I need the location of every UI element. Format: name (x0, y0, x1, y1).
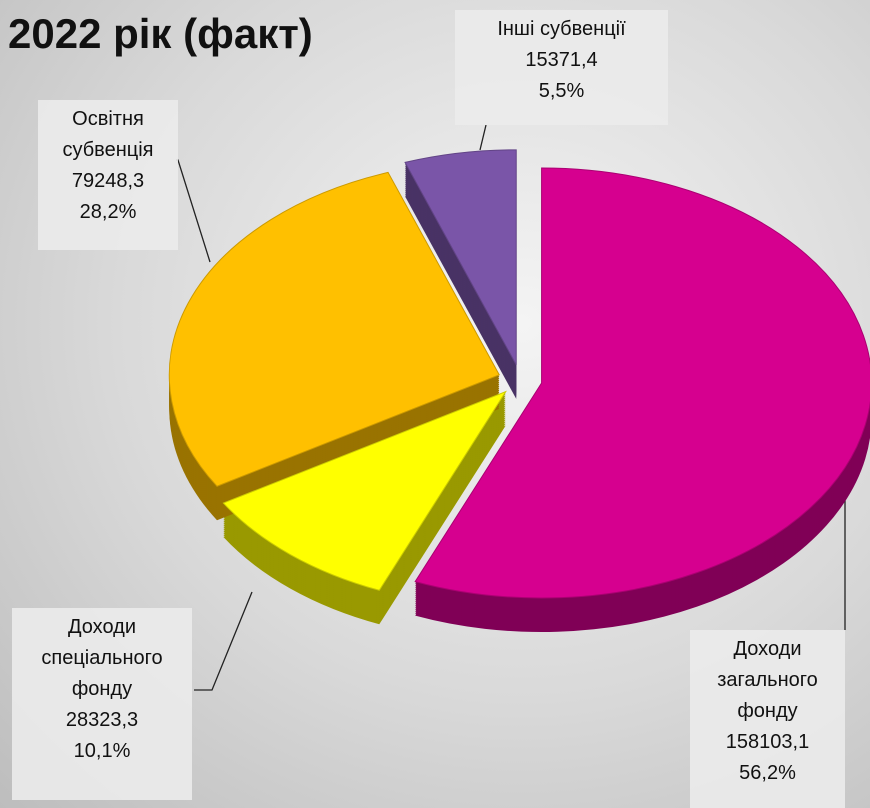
data-label: Доходи спеціального фонду 28323,3 10,1% (12, 608, 192, 800)
label-category: Доходи спеціального фонду (41, 616, 163, 700)
label-percent: 56,2% (739, 762, 796, 784)
slice (404, 149, 517, 366)
label-value: 28323,3 (65, 709, 139, 731)
data-label: Інші субвенції 15371,4 5,5% (455, 10, 668, 125)
data-label: Освітня субвенція 79248,3 28,2% (38, 100, 178, 250)
label-percent: 10,1% (73, 740, 131, 762)
label-value: 15371,4 (525, 49, 598, 71)
slice (414, 167, 870, 599)
slices (168, 149, 870, 599)
label-value: 158103,1 (725, 731, 810, 753)
label-percent: 28,2% (79, 201, 137, 223)
data-label: Доходи загального фонду 158103,1 56,2% (690, 630, 845, 808)
label-percent: 5,5% (538, 80, 585, 102)
label-category: Доходи загального фонду (717, 638, 818, 722)
label-category: Освітня субвенція (62, 108, 154, 161)
slice (222, 390, 507, 591)
chart-title: 2022 рік (факт) (8, 10, 313, 57)
slice (168, 171, 500, 487)
label-category: Інші субвенції (497, 18, 626, 40)
label-value: 79248,3 (71, 170, 145, 192)
